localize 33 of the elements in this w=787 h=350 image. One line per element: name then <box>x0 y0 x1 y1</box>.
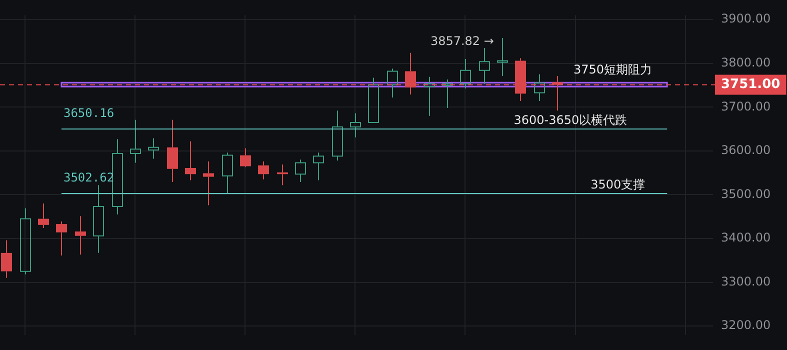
candlestick <box>75 216 86 256</box>
candlestick <box>497 38 508 77</box>
candlestick <box>424 76 435 116</box>
annotation: 3500支撑 <box>590 178 646 192</box>
candlestick <box>203 160 214 206</box>
candlestick <box>1 240 12 278</box>
y-tick-label: 3900.00 <box>721 12 771 26</box>
y-tick-label: 3700.00 <box>721 99 771 114</box>
candlestick <box>350 112 361 138</box>
band-label: 3750短期阻力 <box>574 62 652 77</box>
candlestick <box>479 48 490 84</box>
y-tick-label: 3800.00 <box>721 55 771 70</box>
y-tick-label: 3600.00 <box>721 143 771 158</box>
annotation: 3600-3650以横代跌 <box>514 113 628 128</box>
candlestick <box>93 184 104 254</box>
y-tick-label: 3200.00 <box>721 318 771 332</box>
candlestick <box>185 140 196 181</box>
candlestick <box>56 220 67 256</box>
candlestick <box>258 160 269 180</box>
candlestick <box>130 119 141 164</box>
candlestick <box>534 74 545 102</box>
candlestick <box>148 138 159 160</box>
ref-line-label: 3650.16 <box>63 106 114 120</box>
annotation: 3857.82 → <box>430 34 494 48</box>
candlestick <box>240 148 251 168</box>
candlestick <box>167 119 178 183</box>
y-tick-label: 3300.00 <box>721 274 771 288</box>
y-tick-label: 3500.00 <box>721 186 771 201</box>
candlestick <box>38 202 49 228</box>
candlestick <box>222 152 233 194</box>
y-tick-label: 3400.00 <box>721 230 771 245</box>
candlestick <box>112 138 123 215</box>
ref-line-label: 3751.00 <box>721 77 780 92</box>
